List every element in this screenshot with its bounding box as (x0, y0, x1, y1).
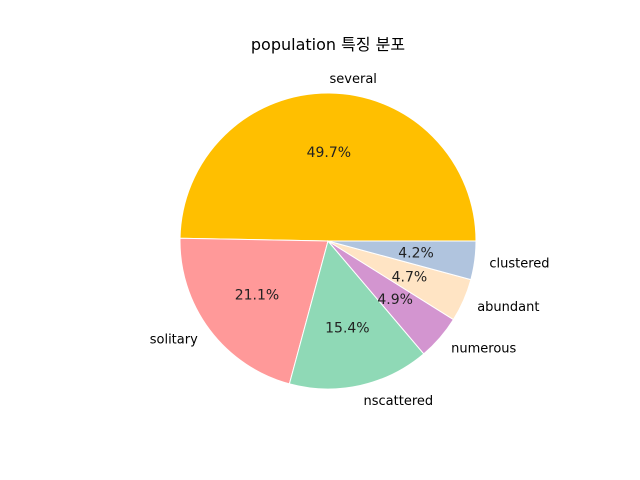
pie-slice-clustered (327, 240, 477, 281)
percent-label-several: 49.7% (307, 145, 351, 161)
percent-label-solitary: 21.1% (235, 287, 279, 303)
pie-slice-solitary (179, 237, 329, 385)
pie-slice-nscattered (288, 239, 425, 390)
pie-slice-several (179, 92, 477, 242)
percent-label-clustered: 4.2% (398, 246, 434, 262)
percent-label-abundant: 4.7% (392, 270, 428, 286)
category-label-solitary: solitary (150, 333, 198, 348)
category-label-numerous: numerous (451, 342, 516, 357)
pie-slices (179, 92, 477, 390)
pie-labels: several 49.7% solitary 21.1% nscattered 15.4%… (150, 72, 550, 409)
percent-label-nscattered: 15.4% (325, 321, 369, 337)
category-label-nscattered: nscattered (364, 394, 434, 409)
category-label-abundant: abundant (477, 300, 539, 315)
category-label-clustered: clustered (489, 256, 549, 271)
percent-label-numerous: 4.9% (377, 292, 413, 308)
chart-title: population 특징 분포 (251, 35, 405, 54)
category-label-several: several (330, 72, 377, 87)
